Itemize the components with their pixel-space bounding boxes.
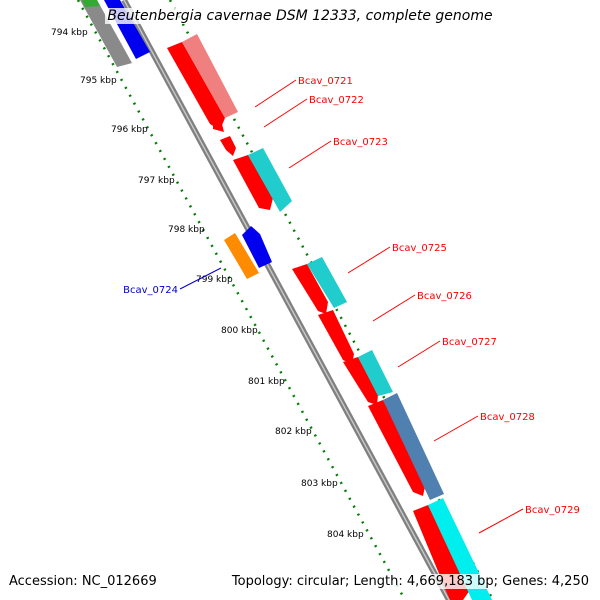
tick-label-798: 798 kbp <box>168 225 205 235</box>
tick-label-796: 796 kbp <box>111 125 148 135</box>
tick-label-794: 794 kbp <box>51 28 88 38</box>
leader-line-bcav_0723 <box>288 140 332 169</box>
gene-feature[interactable] <box>182 34 238 118</box>
gene-label-bcav_0722[interactable]: Bcav_0722 <box>309 95 364 106</box>
inner-tick-ring <box>76 0 407 600</box>
gene-feature-bcav-0724[interactable] <box>224 233 259 279</box>
gene-feature-reverse[interactable] <box>82 0 100 7</box>
leader-line-bcav_0727 <box>397 340 441 368</box>
gene-feature-reverse[interactable] <box>80 0 132 67</box>
accession-label: Accession: NC_012669 <box>9 574 157 589</box>
leader-line-bcav_0729 <box>478 508 524 534</box>
leader-line-bcav_0725 <box>347 246 391 274</box>
gene-feature-bcav-0723[interactable] <box>233 155 273 210</box>
gene-feature-reverse[interactable] <box>242 226 272 268</box>
gene-label-bcav_0727[interactable]: Bcav_0727 <box>442 337 497 348</box>
leader-line-bcav_0726 <box>372 294 416 322</box>
genome-backbone-highlight <box>123 0 450 600</box>
gene-label-bcav_0721[interactable]: Bcav_0721 <box>298 76 353 87</box>
gene-feature[interactable] <box>383 393 444 500</box>
gene-label-layer: Bcav_0721 Bcav_0722 Bcav_0723 Bcav_0724 Bcav… <box>123 76 580 534</box>
reverse-strand-features <box>80 0 272 279</box>
gene-feature-bcav-0728[interactable] <box>368 400 426 496</box>
leader-line-bcav_0728 <box>433 415 479 442</box>
tick-label-802: 802 kbp <box>275 427 312 437</box>
gene-label-bcav_0728[interactable]: Bcav_0728 <box>480 412 535 423</box>
tick-label-803: 803 kbp <box>301 479 338 489</box>
gene-label-bcav_0724[interactable]: Bcav_0724 <box>123 285 178 296</box>
gene-label-bcav_0725[interactable]: Bcav_0725 <box>392 243 447 254</box>
map-title: Beutenbergia cavernae DSM 12333, complet… <box>105 8 495 24</box>
gene-feature[interactable] <box>248 148 292 212</box>
leader-line-bcav_0722 <box>263 98 308 128</box>
gene-feature-bcav-0726[interactable] <box>318 310 354 364</box>
gene-feature[interactable] <box>307 257 347 308</box>
tick-label-799: 799 kbp <box>196 275 233 285</box>
topology-label: Topology: circular; Length: 4,669,183 bp… <box>231 574 589 589</box>
tick-label-795: 795 kbp <box>80 76 117 86</box>
gene-feature[interactable] <box>358 350 393 396</box>
tick-label-797: 797 kbp <box>138 176 175 186</box>
leader-line-bcav_0721 <box>254 79 297 108</box>
gene-feature-bcav-0722b[interactable] <box>220 136 236 156</box>
gene-label-bcav_0726[interactable]: Bcav_0726 <box>417 291 472 302</box>
gene-feature-bcav-0721[interactable] <box>167 42 225 130</box>
forward-strand-features <box>167 34 492 600</box>
gene-feature-bcav-0722[interactable] <box>213 120 224 132</box>
gene-label-bcav_0729[interactable]: Bcav_0729 <box>525 505 580 516</box>
gene-feature-bcav-0727[interactable] <box>343 357 378 405</box>
tick-label-800: 800 kbp <box>221 326 258 336</box>
gene-feature-bcav-0725[interactable] <box>292 264 328 314</box>
tick-layer: 794 kbp 795 kbp 796 kbp 797 kbp 798 kbp 799 k… <box>51 28 364 540</box>
leader-line-bcav_0724 <box>179 267 222 290</box>
tick-label-804: 804 kbp <box>327 530 364 540</box>
tick-label-801: 801 kbp <box>248 377 285 387</box>
gene-label-bcav_0723[interactable]: Bcav_0723 <box>333 137 388 148</box>
